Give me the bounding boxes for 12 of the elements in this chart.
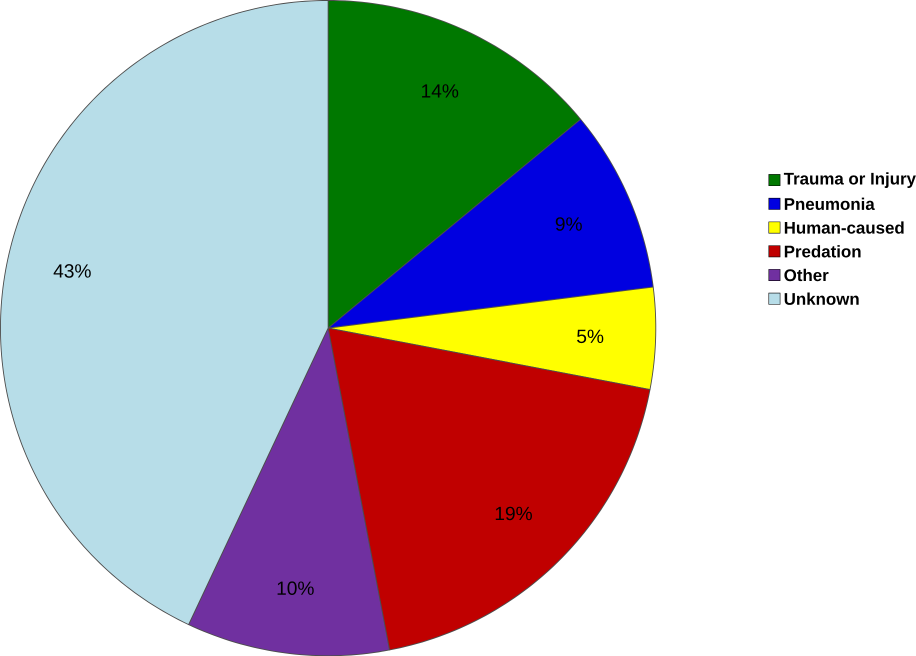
legend-label: Pneumonia xyxy=(784,198,875,210)
legend-label: Predation xyxy=(784,244,861,258)
legend-label: Other xyxy=(784,268,828,282)
data-label: 9% xyxy=(556,217,582,231)
legend-label: Trauma or Injury xyxy=(784,172,916,188)
data-label: 43% xyxy=(54,264,91,278)
data-label: 10% xyxy=(278,581,314,595)
legend-label: Human-caused xyxy=(784,221,904,234)
data-label: 19% xyxy=(496,506,532,520)
data-label: 5% xyxy=(577,330,604,343)
data-label: 14% xyxy=(422,84,458,98)
legend-label: Unknown xyxy=(784,292,859,305)
